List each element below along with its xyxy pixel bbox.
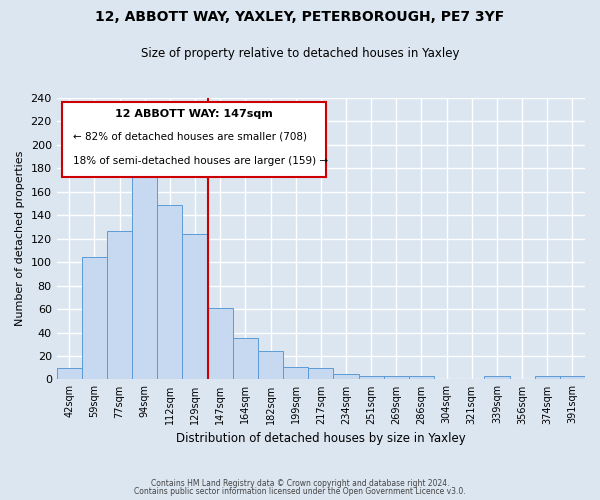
Bar bbox=[82, 258, 107, 380]
Y-axis label: Number of detached properties: Number of detached properties bbox=[15, 151, 25, 326]
Text: 18% of semi-detached houses are larger (159) →: 18% of semi-detached houses are larger (… bbox=[73, 156, 328, 166]
Text: ← 82% of detached houses are smaller (708): ← 82% of detached houses are smaller (70… bbox=[73, 132, 307, 142]
Bar bbox=[359, 376, 384, 380]
Bar bbox=[308, 368, 334, 380]
Text: Contains HM Land Registry data © Crown copyright and database right 2024.: Contains HM Land Registry data © Crown c… bbox=[151, 478, 449, 488]
FancyBboxPatch shape bbox=[62, 102, 326, 177]
Bar bbox=[283, 366, 308, 380]
Bar bbox=[182, 234, 208, 380]
Bar bbox=[233, 338, 258, 380]
Bar bbox=[56, 368, 82, 380]
Bar bbox=[334, 374, 359, 380]
Bar bbox=[107, 230, 132, 380]
Bar bbox=[258, 352, 283, 380]
Bar bbox=[560, 376, 585, 380]
Text: Contains public sector information licensed under the Open Government Licence v3: Contains public sector information licen… bbox=[134, 487, 466, 496]
Bar bbox=[208, 308, 233, 380]
Bar bbox=[484, 376, 509, 380]
Text: Size of property relative to detached houses in Yaxley: Size of property relative to detached ho… bbox=[141, 48, 459, 60]
Text: 12 ABBOTT WAY: 147sqm: 12 ABBOTT WAY: 147sqm bbox=[115, 110, 273, 120]
Bar bbox=[535, 376, 560, 380]
Bar bbox=[384, 376, 409, 380]
Text: 12, ABBOTT WAY, YAXLEY, PETERBOROUGH, PE7 3YF: 12, ABBOTT WAY, YAXLEY, PETERBOROUGH, PE… bbox=[95, 10, 505, 24]
Bar bbox=[157, 204, 182, 380]
Bar bbox=[132, 146, 157, 380]
X-axis label: Distribution of detached houses by size in Yaxley: Distribution of detached houses by size … bbox=[176, 432, 466, 445]
Bar bbox=[409, 376, 434, 380]
